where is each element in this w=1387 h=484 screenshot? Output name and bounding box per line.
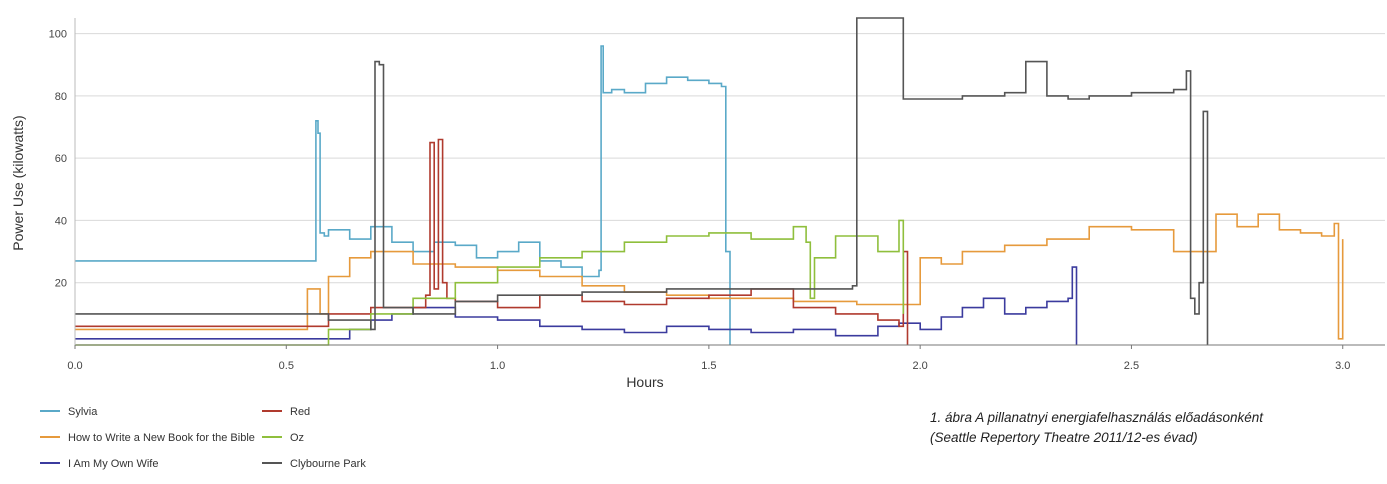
chart-axes <box>74 18 1385 349</box>
series-line-0 <box>75 45 731 345</box>
caption-line-1: 1. ábra A pillanatnyi energiafelhasználá… <box>930 410 1263 425</box>
legend-label: Clybourne Park <box>290 458 366 470</box>
y-tick-label: 20 <box>55 278 67 290</box>
chart-series-lines <box>75 17 1344 346</box>
chart-gridlines <box>75 33 1385 284</box>
legend-label: How to Write a New Book for the Bible <box>68 432 255 444</box>
legend-label: Sylvia <box>68 406 98 418</box>
legend-label: I Am My Own Wife <box>68 458 158 470</box>
series-line-5 <box>75 17 1209 345</box>
legend-label: Red <box>290 406 310 418</box>
x-tick-label: 1.5 <box>701 360 716 372</box>
y-tick-label: 60 <box>55 153 67 165</box>
x-axis-label: Hours <box>626 374 663 390</box>
chart-legend: Sylvia How to Write a New Book for the Bi… <box>40 406 366 470</box>
y-axis-label: Power Use (kilowatts) <box>10 115 26 250</box>
x-tick-label: 1.0 <box>490 360 505 372</box>
series-line-2 <box>75 266 1078 345</box>
legend-label: Oz <box>290 432 304 444</box>
figure-caption: 1. ábra A pillanatnyi energiafelhasználá… <box>930 408 1385 448</box>
y-tick-label: 100 <box>49 29 67 41</box>
x-tick-label: 3.0 <box>1335 360 1350 372</box>
y-tick-label: 40 <box>55 215 67 227</box>
caption-line-2: (Seattle Repertory Theatre 2011/12-es év… <box>930 430 1198 445</box>
series-line-4 <box>75 219 905 346</box>
series-line-3 <box>75 138 909 345</box>
chart-tick-labels: 0.0 0.5 1.0 1.5 2.0 2.5 3.0 20 40 60 80 100 <box>49 29 1351 372</box>
x-tick-label: 2.5 <box>1124 360 1139 372</box>
x-tick-label: 0.0 <box>67 360 82 372</box>
y-tick-label: 80 <box>55 91 67 103</box>
x-tick-label: 0.5 <box>279 360 294 372</box>
x-tick-label: 2.0 <box>913 360 928 372</box>
series-line-1 <box>75 213 1344 340</box>
